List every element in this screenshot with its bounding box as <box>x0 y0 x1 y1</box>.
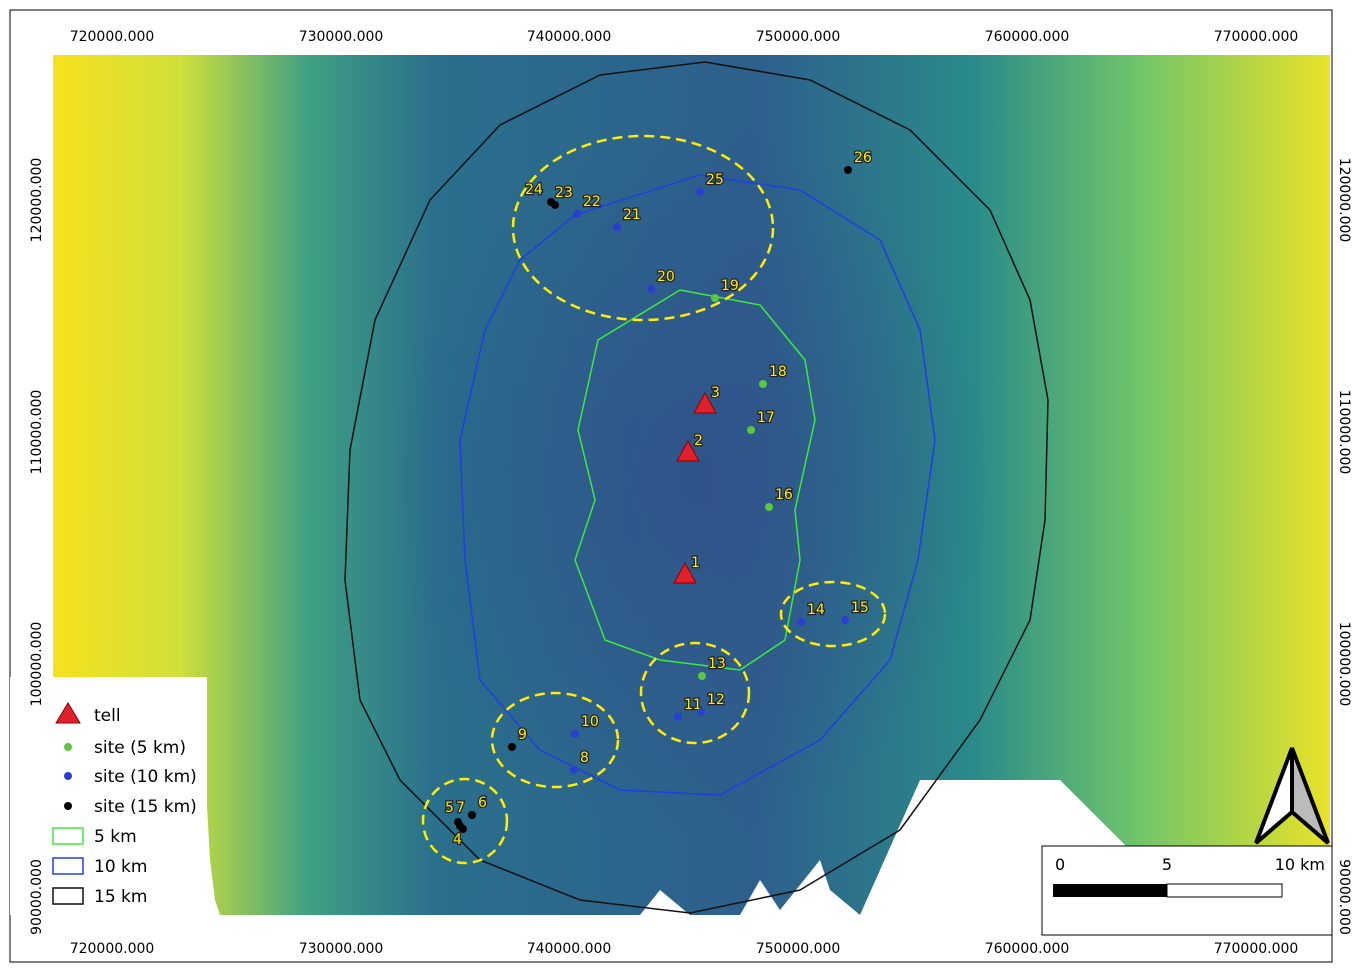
scale-bar <box>1053 884 1167 897</box>
x-coord-label: 760000.000 <box>985 29 1070 45</box>
x-coord-label: 730000.000 <box>299 29 384 45</box>
site-label: 21 <box>623 207 641 223</box>
site-marker <box>647 285 655 293</box>
site-label: 5 <box>445 800 454 816</box>
site-label: 25 <box>706 172 724 188</box>
site-marker <box>696 188 704 196</box>
legend-label: 15 km <box>94 887 147 907</box>
x-coord-label: 740000.000 <box>527 941 612 957</box>
site-label: 12 <box>707 692 725 708</box>
site-label: 7 <box>456 800 465 816</box>
site-marker <box>841 616 849 624</box>
site-label: 13 <box>708 656 726 672</box>
site-label: 17 <box>757 410 775 426</box>
legend-label: site (15 km) <box>94 797 197 817</box>
x-coord-label: 720000.000 <box>70 29 155 45</box>
site-label: 8 <box>580 750 589 766</box>
y-coord-label: 120000.000 <box>29 158 45 243</box>
y-coord-label: 120000.000 <box>1336 158 1352 243</box>
site-marker <box>573 210 581 218</box>
x-coord-label: 770000.000 <box>1214 29 1299 45</box>
scale-label: 5 <box>1162 855 1172 874</box>
site-label: 6 <box>478 795 487 811</box>
site-label: 26 <box>854 150 872 166</box>
x-coord-label: 720000.000 <box>70 941 155 957</box>
legend-label: tell <box>94 706 121 726</box>
site-marker <box>759 380 767 388</box>
y-coord-label: 90000.000 <box>1336 859 1352 935</box>
scale-label: 10 km <box>1275 855 1325 874</box>
site-marker <box>698 672 706 680</box>
y-coord-label: 100000.000 <box>1336 622 1352 707</box>
site-label: 19 <box>721 278 739 294</box>
lowland <box>390 120 990 840</box>
site-marker <box>571 730 579 738</box>
x-coord-label: 730000.000 <box>299 941 384 957</box>
legend-label: 5 km <box>94 827 137 847</box>
x-coord-label: 740000.000 <box>527 29 612 45</box>
site-label: 3 <box>711 385 720 401</box>
site-label: 9 <box>518 727 527 743</box>
site-label: 1 <box>691 555 700 571</box>
x-coord-label: 770000.000 <box>1214 941 1299 957</box>
legend-label: 10 km <box>94 857 147 877</box>
site-label: 10 <box>581 714 599 730</box>
map: 720000.000 720000.000 730000.000 730000.000… <box>0 0 1360 971</box>
site-label: 23 <box>555 185 573 201</box>
site-marker <box>468 811 476 819</box>
site-marker <box>765 503 773 511</box>
x-coord-label: 750000.000 <box>756 29 841 45</box>
site-marker <box>844 166 852 174</box>
site-label: 22 <box>583 194 601 210</box>
site-marker <box>797 618 805 626</box>
site-marker <box>711 294 719 302</box>
legend-symbol <box>64 802 72 810</box>
x-coord-label: 750000.000 <box>756 941 841 957</box>
site-label: 18 <box>769 364 787 380</box>
site-label: 14 <box>807 602 825 618</box>
site-label: 2 <box>694 433 703 449</box>
site-marker <box>674 713 682 721</box>
legend-label: site (10 km) <box>94 767 197 787</box>
site-label: 24 <box>525 182 543 198</box>
scale-bar <box>1167 884 1282 897</box>
site-marker <box>456 822 464 830</box>
site-label: 15 <box>851 600 869 616</box>
site-marker <box>508 743 516 751</box>
site-marker <box>697 708 705 716</box>
site-label: 4 <box>453 832 462 848</box>
x-coord-label: 760000.000 <box>985 941 1070 957</box>
site-marker <box>570 766 578 774</box>
site-label: 20 <box>657 269 675 285</box>
legend-symbol <box>64 772 72 780</box>
site-marker <box>747 426 755 434</box>
y-coord-label: 100000.000 <box>29 622 45 707</box>
y-coord-label: 90000.000 <box>29 859 45 935</box>
scale-label: 0 <box>1055 855 1065 874</box>
site-marker <box>613 223 621 231</box>
site-marker <box>547 198 555 206</box>
legend-label: site (5 km) <box>94 738 186 758</box>
legend-symbol <box>64 743 72 751</box>
site-label: 16 <box>775 487 793 503</box>
y-coord-label: 110000.000 <box>29 390 45 475</box>
y-coord-label: 110000.000 <box>1336 390 1352 475</box>
